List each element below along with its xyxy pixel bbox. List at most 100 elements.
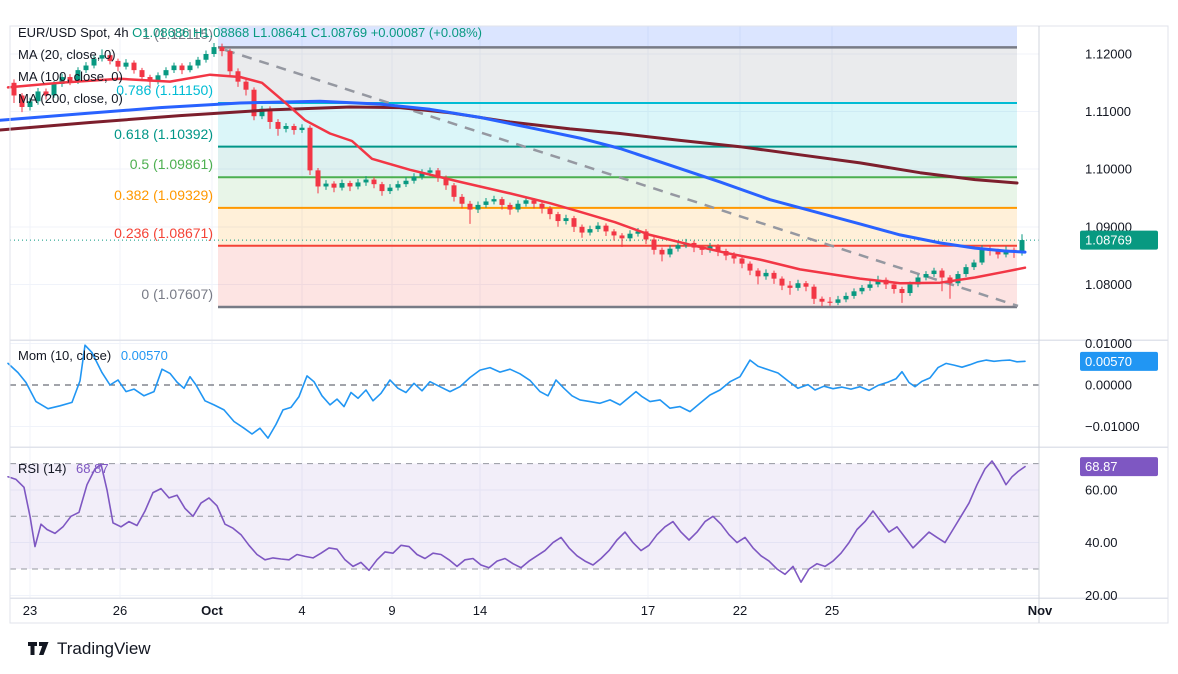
fib-band bbox=[218, 245, 1017, 308]
fib-band bbox=[218, 207, 1017, 246]
candle-body bbox=[291, 126, 297, 131]
candle-body bbox=[107, 55, 113, 61]
candle-body bbox=[187, 65, 193, 71]
candle-body bbox=[259, 108, 265, 117]
last-price-badge-text: 1.08769 bbox=[1085, 233, 1132, 248]
time-axis-label: 14 bbox=[473, 603, 487, 618]
fib-band bbox=[218, 102, 1017, 147]
candle-body bbox=[891, 284, 897, 290]
candlestick-series bbox=[11, 43, 1025, 307]
candle-body bbox=[195, 59, 201, 66]
momentum-axis-label: 0.00000 bbox=[1085, 378, 1132, 393]
symbol-status-row[interactable]: EUR/USD Spot, 4h O1.08686 H1.08868 L1.08… bbox=[18, 22, 482, 44]
candle-body bbox=[611, 231, 617, 236]
candle-body bbox=[795, 283, 801, 288]
candle-body bbox=[451, 185, 457, 197]
candle-body bbox=[771, 272, 777, 279]
candle-body bbox=[803, 283, 809, 287]
candle-body bbox=[27, 101, 33, 107]
candle-body bbox=[59, 77, 65, 84]
candle-body bbox=[315, 170, 321, 187]
candle-body bbox=[667, 248, 673, 255]
candle-body bbox=[83, 65, 89, 71]
candle-body bbox=[443, 177, 449, 186]
candle-body bbox=[299, 127, 305, 131]
candle-body bbox=[163, 70, 169, 76]
candle-body bbox=[19, 95, 25, 107]
candle-body bbox=[923, 274, 929, 278]
ma200-legend[interactable]: MA (200, close, 0) bbox=[18, 91, 123, 106]
momentum-axis-label: −0.01000 bbox=[1085, 419, 1140, 434]
candle-body bbox=[51, 83, 57, 96]
fib-level-label: 0.236 (1.08671) bbox=[114, 225, 213, 241]
candle-body bbox=[635, 231, 641, 234]
candle-body bbox=[211, 47, 217, 54]
candle-body bbox=[739, 258, 745, 264]
momentum-value-badge-text: 0.00570 bbox=[1085, 354, 1132, 369]
candle-body bbox=[99, 55, 105, 59]
fib-band-above-1 bbox=[218, 26, 1017, 48]
candle-body bbox=[931, 270, 937, 275]
candle-body bbox=[859, 287, 865, 292]
candle-body bbox=[971, 262, 977, 268]
candle-body bbox=[387, 187, 393, 192]
price-axis-label: 1.10000 bbox=[1085, 162, 1132, 177]
candle-body bbox=[643, 231, 649, 240]
candle-body bbox=[963, 267, 969, 275]
candle-body bbox=[755, 270, 761, 277]
candle-body bbox=[531, 200, 537, 204]
tradingview-logo-icon bbox=[28, 642, 49, 655]
candle-body bbox=[475, 204, 481, 210]
ma100-legend[interactable]: MA (100, close, 0) bbox=[18, 69, 123, 84]
candle-body bbox=[715, 246, 721, 251]
time-axis-label: 17 bbox=[641, 603, 655, 618]
fib-level-label: 0.618 (1.10392) bbox=[114, 126, 213, 142]
candle-body bbox=[227, 51, 233, 72]
momentum-legend[interactable]: Mom (10, close) 0.00570 bbox=[18, 345, 168, 367]
rsi-line bbox=[7, 460, 1026, 583]
time-axis-label: 22 bbox=[733, 603, 747, 618]
candle-body bbox=[35, 91, 41, 102]
fib-level-label: 0.382 (1.09329) bbox=[114, 187, 213, 203]
price-axis-label: 1.12000 bbox=[1085, 47, 1132, 62]
candle-body bbox=[659, 249, 665, 255]
last-price-badge bbox=[1080, 230, 1158, 250]
rsi-legend[interactable]: RSI (14) 68.87 bbox=[18, 458, 109, 480]
candle-body bbox=[11, 82, 17, 96]
rsi-value: 68.87 bbox=[76, 461, 109, 476]
ma20-legend[interactable]: MA (20, close, 0) bbox=[18, 47, 116, 62]
candle-body bbox=[907, 284, 913, 294]
trendline-drawing[interactable] bbox=[224, 48, 1019, 308]
candle-body bbox=[467, 203, 473, 210]
rsi-axis-label: 40.00 bbox=[1085, 535, 1118, 550]
candle-body bbox=[651, 239, 657, 250]
time-axis-label: Nov bbox=[1028, 603, 1053, 618]
tradingview-footer-link[interactable]: TradingView bbox=[28, 639, 151, 659]
rsi-band bbox=[10, 463, 1039, 569]
momentum-label: Mom (10, close) bbox=[18, 348, 112, 363]
fib-retracement-drawing[interactable] bbox=[218, 26, 1017, 309]
candle-body bbox=[851, 291, 857, 296]
candle-body bbox=[323, 183, 329, 187]
candle-body bbox=[139, 70, 145, 78]
candle-body bbox=[827, 301, 833, 303]
fib-band bbox=[218, 47, 1017, 103]
candle-body bbox=[339, 183, 345, 188]
candle-body bbox=[819, 298, 825, 302]
candle-body bbox=[419, 172, 425, 177]
momentum-value-badge bbox=[1080, 351, 1158, 371]
price-axis-label: 1.08000 bbox=[1085, 277, 1132, 292]
candle-body bbox=[43, 91, 49, 96]
candle-body bbox=[627, 233, 633, 239]
main-pane-legend: EUR/USD Spot, 4h O1.08686 H1.08868 L1.08… bbox=[18, 22, 482, 110]
candle-body bbox=[731, 255, 737, 259]
candle-body bbox=[571, 218, 577, 227]
candle-body bbox=[539, 203, 545, 209]
ohlc-values: O1.08686 H1.08868 L1.08641 C1.08769 +0.0… bbox=[132, 25, 483, 40]
candle-body bbox=[363, 179, 369, 183]
time-axis-label: 9 bbox=[388, 603, 395, 618]
candle-body bbox=[507, 204, 513, 210]
candle-body bbox=[579, 226, 585, 233]
time-axis-label: 26 bbox=[113, 603, 127, 618]
